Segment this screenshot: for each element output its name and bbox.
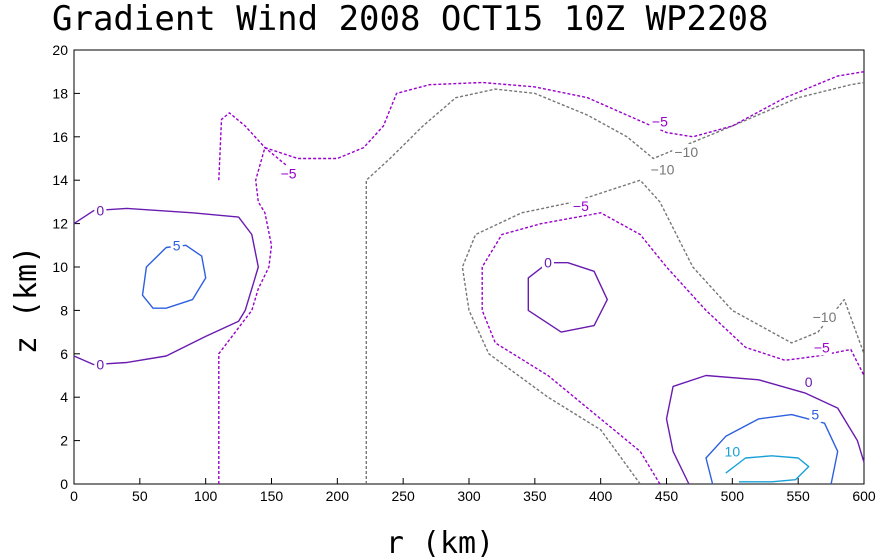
y-axis-label: z (km) bbox=[9, 246, 44, 354]
chart-title: Gradient Wind 2008 OCT15 10Z WP2208 bbox=[52, 0, 768, 39]
x-tick-label: 200 bbox=[326, 488, 350, 504]
contour-line-10 bbox=[725, 455, 810, 483]
y-tick-label: 18 bbox=[52, 85, 68, 101]
contour-label-background bbox=[672, 143, 701, 160]
contour-line-neg10 bbox=[461, 179, 865, 485]
contour-line-5 bbox=[141, 244, 207, 309]
y-tick-label: 4 bbox=[60, 389, 68, 405]
contour-label: −5 bbox=[652, 114, 668, 130]
contour-label-background bbox=[94, 356, 107, 373]
contour-line-0 bbox=[665, 374, 865, 485]
contour-label-background bbox=[722, 443, 743, 460]
x-tick-label: 450 bbox=[655, 488, 679, 504]
x-tick-label: 300 bbox=[457, 488, 481, 504]
contour-label-background bbox=[802, 374, 815, 391]
y-tick-label: 16 bbox=[52, 129, 68, 145]
contour-label: −10 bbox=[674, 144, 698, 160]
contour-line-neg10 bbox=[365, 81, 865, 484]
contour-label: −5 bbox=[573, 198, 589, 214]
contour-label-background bbox=[648, 161, 677, 178]
y-tick-label: 6 bbox=[60, 346, 68, 362]
x-tick-label: 600 bbox=[852, 488, 876, 504]
contour-lines bbox=[73, 71, 865, 485]
contour-label: 10 bbox=[725, 443, 741, 459]
contour-label: −5 bbox=[281, 166, 297, 182]
contour-label-background bbox=[542, 254, 554, 271]
contour-label-background bbox=[811, 339, 832, 356]
y-tick-label: 20 bbox=[52, 42, 68, 58]
axes: 0 50 100 150 200 250 300 350 400 450 500 550 6000246… bbox=[52, 42, 875, 504]
contour-label-background bbox=[94, 202, 107, 219]
x-tick-label: 400 bbox=[589, 488, 613, 504]
x-tick-label: 50 bbox=[132, 488, 148, 504]
contour-label: 0 bbox=[96, 203, 104, 219]
y-tick-label: 8 bbox=[60, 302, 68, 318]
contour-label: 5 bbox=[173, 237, 181, 253]
y-tick-label: 2 bbox=[60, 433, 68, 449]
contour-label: −10 bbox=[813, 309, 837, 325]
y-tick-label: 10 bbox=[52, 259, 68, 275]
contour-line-neg5 bbox=[218, 71, 865, 484]
contour-label-background bbox=[170, 237, 183, 254]
contour-label-background bbox=[810, 308, 839, 325]
x-tick-label: 250 bbox=[391, 488, 415, 504]
contour-label: 0 bbox=[805, 374, 813, 390]
y-tick-label: 14 bbox=[52, 172, 68, 188]
contour-label: 5 bbox=[811, 407, 819, 423]
contour-line-0 bbox=[527, 262, 608, 333]
contour-label-background bbox=[570, 198, 591, 215]
contour-label: 0 bbox=[544, 255, 552, 271]
x-axis-label: r (km) bbox=[386, 526, 494, 559]
y-tick-label: 0 bbox=[60, 476, 68, 492]
contour-line-neg5 bbox=[481, 212, 865, 485]
contour-label: −5 bbox=[814, 339, 830, 355]
contour-label-background bbox=[649, 113, 670, 130]
x-tick-label: 550 bbox=[786, 488, 810, 504]
y-tick-label: 12 bbox=[52, 216, 68, 232]
contour-line-5 bbox=[705, 413, 839, 485]
contour-line-neg5 bbox=[218, 112, 292, 181]
contour-line-0 bbox=[73, 207, 259, 366]
contour-label-background bbox=[809, 406, 822, 423]
x-tick-label: 100 bbox=[194, 488, 218, 504]
contour-label: 0 bbox=[96, 357, 104, 373]
contour-label: −10 bbox=[651, 161, 675, 177]
x-tick-label: 0 bbox=[70, 488, 78, 504]
x-tick-label: 150 bbox=[260, 488, 284, 504]
x-tick-label: 350 bbox=[523, 488, 547, 504]
contour-label-background bbox=[278, 165, 299, 182]
x-tick-label: 500 bbox=[721, 488, 745, 504]
plot-frame bbox=[73, 49, 865, 485]
